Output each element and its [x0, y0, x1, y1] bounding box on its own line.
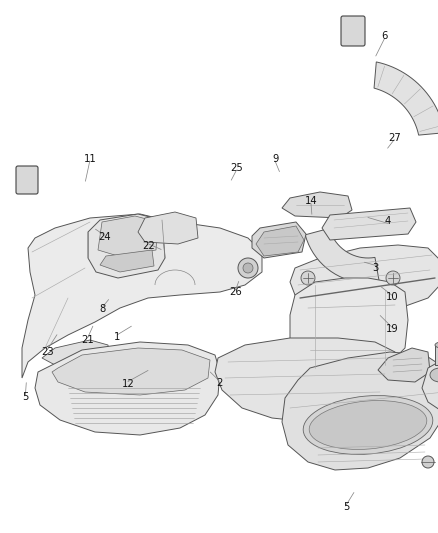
Polygon shape	[305, 228, 379, 283]
Ellipse shape	[309, 400, 427, 449]
Circle shape	[243, 263, 253, 273]
Ellipse shape	[435, 342, 438, 348]
Text: 24: 24	[98, 232, 110, 242]
Polygon shape	[282, 192, 352, 218]
Polygon shape	[378, 348, 430, 382]
Text: 6: 6	[381, 31, 388, 41]
Text: 12: 12	[121, 379, 134, 389]
Polygon shape	[52, 348, 210, 395]
Text: 22: 22	[142, 241, 155, 251]
Polygon shape	[42, 340, 110, 368]
Polygon shape	[35, 342, 220, 435]
Circle shape	[238, 258, 258, 278]
Polygon shape	[138, 212, 198, 244]
Text: 21: 21	[81, 335, 94, 345]
Text: 14: 14	[305, 197, 317, 206]
Ellipse shape	[303, 395, 433, 455]
Polygon shape	[22, 214, 262, 378]
Text: 5: 5	[343, 503, 349, 512]
Text: 4: 4	[385, 216, 391, 226]
Text: 23: 23	[41, 347, 53, 357]
Text: 3: 3	[373, 263, 379, 272]
Circle shape	[301, 271, 315, 285]
Text: 19: 19	[385, 325, 399, 334]
Polygon shape	[98, 216, 158, 256]
Text: 26: 26	[229, 287, 242, 297]
Text: 9: 9	[272, 154, 278, 164]
Text: 25: 25	[230, 163, 243, 173]
Polygon shape	[290, 278, 408, 380]
Polygon shape	[282, 352, 438, 470]
FancyBboxPatch shape	[16, 166, 38, 194]
Text: 10: 10	[386, 293, 398, 302]
Polygon shape	[252, 222, 306, 258]
Text: 1: 1	[114, 332, 120, 342]
Polygon shape	[290, 245, 438, 312]
Polygon shape	[374, 62, 438, 135]
Text: 8: 8	[99, 304, 106, 314]
Text: 11: 11	[83, 154, 96, 164]
Text: 27: 27	[388, 133, 401, 142]
Circle shape	[386, 271, 400, 285]
Bar	[435, 345, 438, 365]
Ellipse shape	[430, 368, 438, 382]
Polygon shape	[100, 250, 154, 272]
FancyBboxPatch shape	[341, 16, 365, 46]
Text: 2: 2	[216, 378, 222, 387]
Polygon shape	[88, 214, 165, 278]
Polygon shape	[322, 208, 416, 240]
Circle shape	[422, 456, 434, 468]
Text: 5: 5	[22, 392, 28, 402]
Polygon shape	[422, 358, 438, 410]
Polygon shape	[215, 338, 398, 422]
Polygon shape	[256, 226, 304, 256]
